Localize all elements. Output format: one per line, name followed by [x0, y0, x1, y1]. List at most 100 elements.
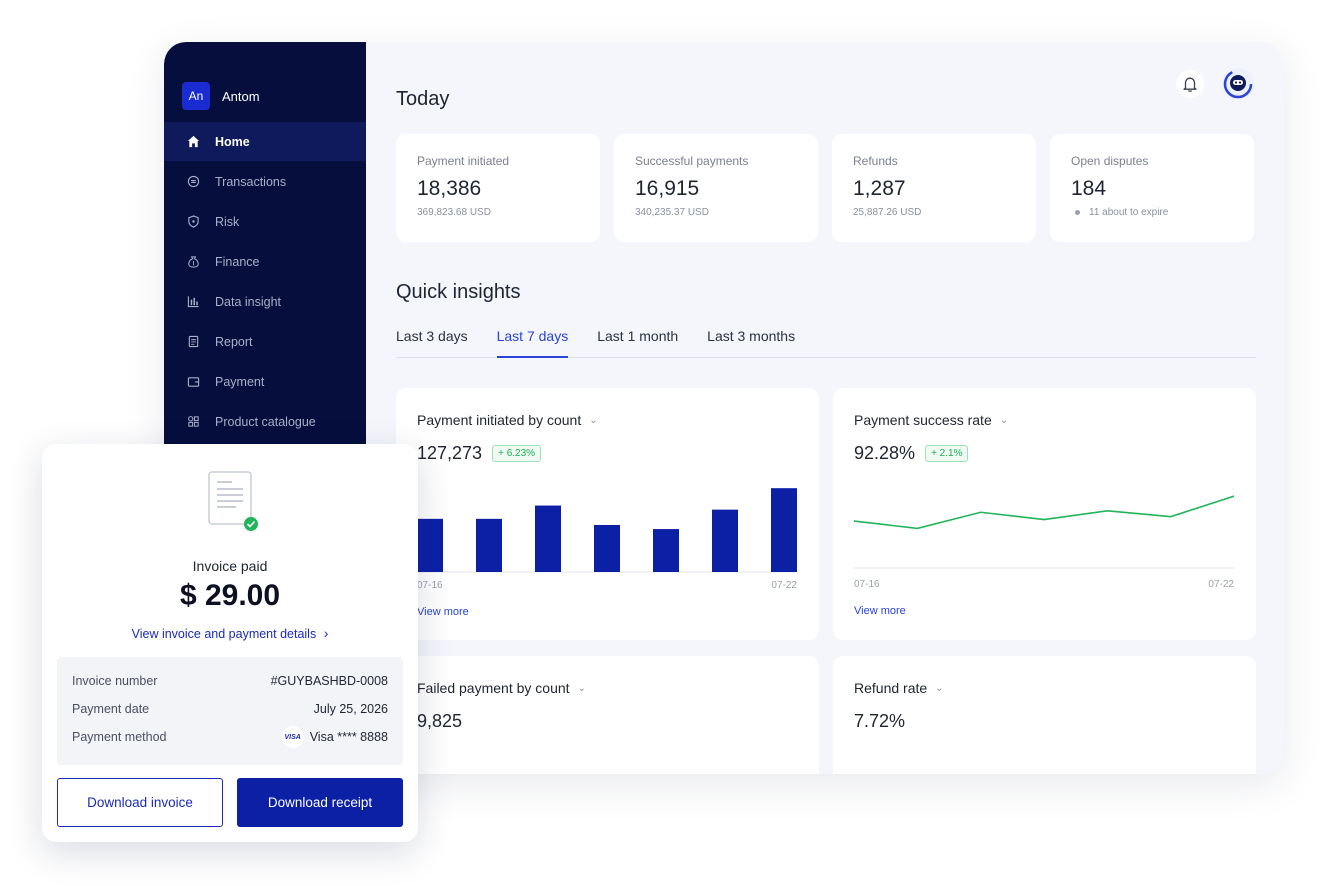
kpi-subtext: 340,235.37 USD — [635, 207, 709, 218]
sidebar-item-data-insight[interactable]: Data insight — [164, 282, 366, 321]
bar-chart-icon — [186, 295, 200, 309]
kpi-label: Refunds — [853, 154, 898, 168]
card-value: 127,273 — [417, 443, 483, 463]
grid-icon — [186, 415, 200, 429]
view-invoice-details-link[interactable]: View invoice and payment details › — [42, 625, 418, 641]
line-point[interactable] — [979, 511, 982, 514]
sidebar-item-home[interactable]: Home — [164, 122, 366, 161]
chart-bar[interactable] — [476, 518, 502, 572]
insight-card-refund-rate: Refund rate ⌄ 7.72% — [833, 656, 1256, 774]
sidebar-item-transactions[interactable]: Transactions — [164, 162, 366, 201]
tab-last-1-month[interactable]: Last 1 month — [597, 328, 679, 344]
wallet-icon — [186, 375, 200, 389]
bell-icon — [1183, 77, 1197, 92]
kpi-subtext-row: 11 about to expire — [1071, 207, 1233, 218]
download-receipt-button[interactable]: Download receipt — [237, 778, 403, 827]
chevron-down-icon: ⌄ — [999, 414, 1009, 426]
chart-bar[interactable] — [653, 529, 679, 572]
card-value-row: 92.28% + 2.1% — [854, 443, 969, 464]
row-value: July 25, 2026 — [313, 702, 388, 716]
line-point[interactable] — [1043, 518, 1045, 521]
line-point[interactable] — [1106, 510, 1109, 512]
brand[interactable]: An Antom — [182, 82, 260, 110]
money-bag-icon — [186, 255, 200, 269]
invoice-amount: $ 29.00 — [179, 579, 281, 612]
line-point[interactable] — [854, 520, 855, 522]
view-more-link[interactable]: View more — [854, 605, 906, 617]
change-badge: + 6.23% — [492, 445, 542, 462]
card-title: Refund rate — [854, 680, 928, 696]
notifications-button[interactable] — [1176, 70, 1204, 98]
x-axis-start-label: 07-16 — [417, 580, 443, 591]
avatar[interactable] — [1222, 68, 1254, 100]
kpi-card-successful-payments[interactable]: Successful payments 16,915 340,235.37 US… — [614, 134, 818, 242]
x-axis-end-label: 07-22 — [1208, 579, 1234, 590]
chart-bar[interactable] — [712, 509, 738, 572]
dashboard-window: An Antom Home Transactions Risk Finance — [164, 42, 1284, 774]
card-value: 7.72% — [854, 711, 906, 731]
time-range-tabs: Last 3 days Last 7 days Last 1 month Las… — [396, 324, 1256, 358]
tab-last-7-days[interactable]: Last 7 days — [496, 324, 569, 358]
main-content: Today Payment initiated 18,386 369,823.6… — [396, 42, 1256, 774]
sidebar-item-label: Transactions — [215, 174, 287, 189]
sidebar-item-finance[interactable]: Finance — [164, 242, 366, 281]
row-label: Payment method — [72, 730, 167, 744]
x-axis-start-label: 07-16 — [854, 579, 880, 590]
kpi-subtext: 11 about to expire — [1089, 207, 1169, 218]
chart-bar[interactable] — [771, 488, 797, 572]
sidebar-item-report[interactable]: Report — [164, 322, 366, 361]
brand-badge: An — [182, 82, 210, 110]
invoice-status: Invoice paid — [192, 558, 268, 574]
chart-bar[interactable] — [417, 518, 443, 572]
card-title-dropdown[interactable]: Payment success rate ⌄ — [854, 412, 1008, 428]
visa-logo-icon: VISA — [281, 726, 304, 748]
payment-method-row: Payment method VISA Visa **** 8888 — [72, 723, 388, 751]
sidebar-item-label: Product catalogue — [215, 414, 316, 429]
line-point[interactable] — [1233, 495, 1234, 497]
chart-bar[interactable] — [535, 505, 561, 572]
kpi-row: Payment initiated 18,386 369,823.68 USD … — [396, 134, 1256, 242]
invoice-number-row: Invoice number #GUYBASHBD-0008 — [72, 667, 388, 695]
kpi-card-open-disputes[interactable]: Open disputes 184 11 about to expire — [1050, 134, 1254, 242]
invoice-document-icon — [208, 470, 262, 539]
sidebar-item-label: Risk — [215, 214, 240, 229]
kpi-value: 184 — [1071, 177, 1107, 200]
home-icon — [186, 135, 200, 149]
kpi-card-payment-initiated[interactable]: Payment initiated 18,386 369,823.68 USD — [396, 134, 600, 242]
sidebar-item-payment[interactable]: Payment — [164, 362, 366, 401]
chevron-down-icon: ⌄ — [935, 682, 944, 694]
card-title: Failed payment by count — [417, 680, 570, 696]
line-point[interactable] — [1169, 515, 1172, 518]
chart-bar[interactable] — [594, 524, 620, 572]
card-title-dropdown[interactable]: Refund rate ⌄ — [854, 680, 944, 696]
kpi-card-refunds[interactable]: Refunds 1,287 25,887.26 USD — [832, 134, 1036, 242]
chevron-down-icon: ⌄ — [577, 682, 586, 694]
card-title-dropdown[interactable]: Failed payment by count ⌄ — [417, 680, 586, 696]
card-value-row: 127,273 + 6.23% — [417, 443, 542, 464]
sidebar-item-label: Payment — [215, 374, 265, 389]
section-title: Quick insights — [396, 281, 521, 303]
card-title: Payment initiated by count — [417, 412, 582, 428]
download-invoice-button[interactable]: Download invoice — [57, 778, 223, 827]
row-label: Invoice number — [72, 674, 158, 688]
card-value: 92.28% — [854, 443, 916, 463]
tab-last-3-days[interactable]: Last 3 days — [396, 328, 468, 344]
view-more-link[interactable]: View more — [417, 606, 469, 618]
sidebar-item-label: Data insight — [215, 294, 282, 309]
kpi-value: 16,915 — [635, 177, 700, 200]
change-badge: + 2.1% — [925, 445, 969, 462]
line-chart — [854, 495, 1234, 569]
line-point[interactable] — [916, 527, 919, 530]
report-icon — [186, 335, 200, 349]
card-title-dropdown[interactable]: Payment initiated by count ⌄ — [417, 412, 598, 428]
view-invoice-details-label: View invoice and payment details — [131, 627, 317, 641]
sidebar-item-product-catalogue[interactable]: Product catalogue — [164, 402, 366, 441]
tab-last-3-months[interactable]: Last 3 months — [707, 328, 796, 344]
row-value-wrap: VISA Visa **** 8888 — [281, 726, 388, 748]
invoice-panel: Invoice paid $ 29.00 View invoice and pa… — [42, 444, 418, 842]
chevron-down-icon: ⌄ — [589, 414, 598, 426]
brand-name: Antom — [222, 88, 260, 104]
sidebar-nav: Home Transactions Risk Finance Data insi… — [164, 122, 366, 442]
sidebar-item-risk[interactable]: Risk — [164, 202, 366, 241]
avatar-icon — [1223, 69, 1253, 99]
